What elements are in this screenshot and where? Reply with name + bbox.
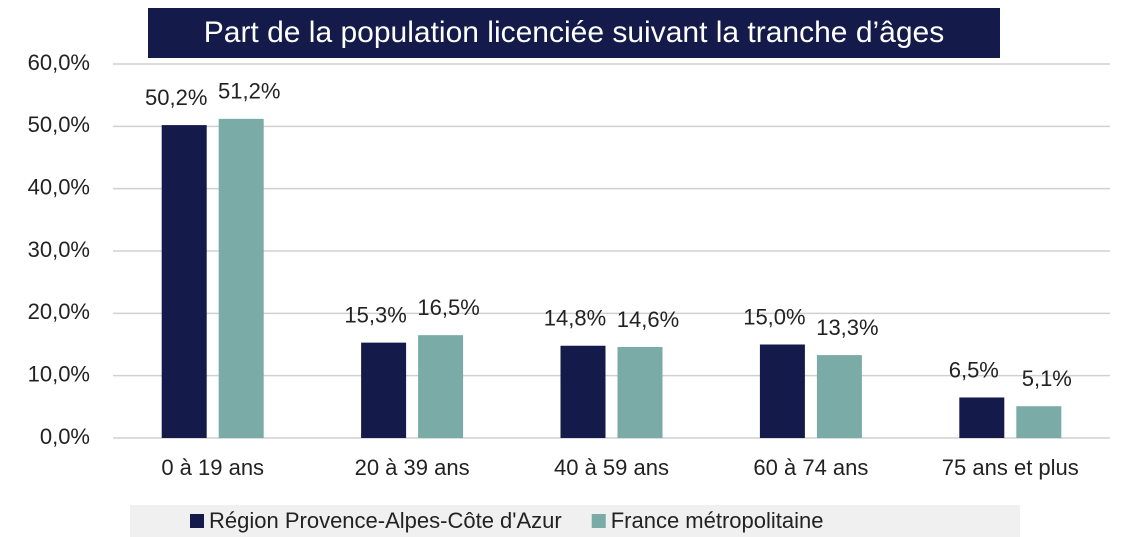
y-tick-label: 20,0% (28, 299, 90, 324)
x-tick-label: 60 à 74 ans (753, 455, 868, 480)
value-label: 51,2% (218, 79, 280, 104)
y-tick-label: 0,0% (40, 424, 90, 449)
value-label: 13,3% (816, 315, 878, 340)
y-tick-label: 50,0% (28, 112, 90, 137)
x-tick-label: 0 à 19 ans (161, 455, 264, 480)
value-label: 50,2% (145, 85, 207, 110)
x-tick-label: 20 à 39 ans (355, 455, 470, 480)
legend-swatch (591, 514, 606, 528)
legend-label: Région Provence-Alpes-Côte d'Azur (209, 508, 562, 533)
value-label: 5,1% (1022, 366, 1072, 391)
bar (560, 345, 606, 438)
value-label: 14,6% (617, 307, 679, 332)
title-box (148, 8, 1000, 58)
bar (816, 355, 862, 438)
bar (161, 125, 207, 438)
y-tick-label: 10,0% (28, 361, 90, 386)
bar (1016, 406, 1062, 438)
x-tick-label: 40 à 59 ans (554, 455, 669, 480)
legend-swatch (190, 514, 204, 528)
bar (759, 344, 805, 438)
value-label: 14,8% (544, 306, 606, 331)
bar (418, 335, 464, 438)
value-label: 6,5% (949, 357, 999, 382)
chart-title: Part de la population licenciée suivant … (204, 16, 944, 49)
bar (959, 397, 1005, 438)
bar (218, 118, 264, 438)
legend-box (130, 505, 1020, 537)
y-tick-label: 60,0% (28, 50, 90, 75)
value-label: 16,5% (417, 295, 479, 320)
bar (361, 342, 407, 438)
x-tick-label: 75 ans et plus (942, 455, 1079, 480)
bar (617, 346, 663, 438)
y-tick-label: 40,0% (28, 174, 90, 199)
legend-label: France métropolitaine (611, 508, 824, 533)
value-label: 15,3% (344, 302, 406, 327)
y-tick-label: 30,0% (28, 237, 90, 262)
value-label: 15,0% (743, 304, 805, 329)
